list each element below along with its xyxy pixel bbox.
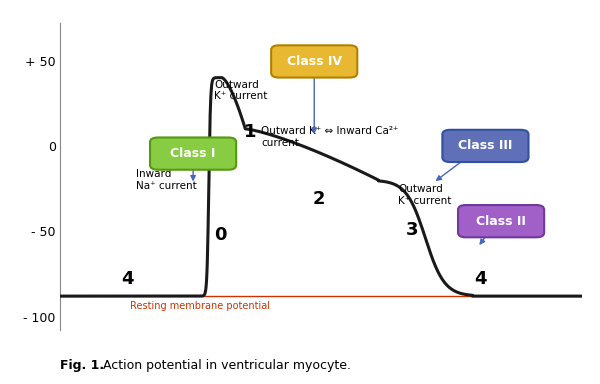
Text: Fig. 1.: Fig. 1.: [60, 359, 104, 372]
Text: Inward
Na⁺ current: Inward Na⁺ current: [136, 169, 196, 190]
Text: Resting membrane potential: Resting membrane potential: [130, 301, 271, 311]
Text: Class I: Class I: [170, 147, 216, 160]
Text: Class III: Class III: [458, 139, 512, 152]
FancyBboxPatch shape: [442, 130, 529, 162]
FancyBboxPatch shape: [271, 45, 357, 78]
Text: Action potential in ventricular myocyte.: Action potential in ventricular myocyte.: [99, 359, 351, 372]
Text: 1: 1: [244, 123, 257, 141]
Text: 4: 4: [474, 270, 487, 288]
FancyBboxPatch shape: [150, 137, 236, 170]
Text: Class IV: Class IV: [287, 55, 342, 68]
Text: Outward
K⁺ current: Outward K⁺ current: [214, 80, 268, 101]
Text: 0: 0: [215, 226, 227, 244]
Text: 2: 2: [312, 190, 325, 208]
Text: 3: 3: [406, 220, 419, 238]
Text: Outward
K⁺ current: Outward K⁺ current: [398, 184, 452, 206]
Text: 4: 4: [122, 270, 134, 288]
Text: Class II: Class II: [476, 215, 526, 228]
FancyBboxPatch shape: [458, 205, 544, 237]
Text: Outward K⁺ ⇔ Inward Ca²⁺
current: Outward K⁺ ⇔ Inward Ca²⁺ current: [261, 126, 398, 147]
